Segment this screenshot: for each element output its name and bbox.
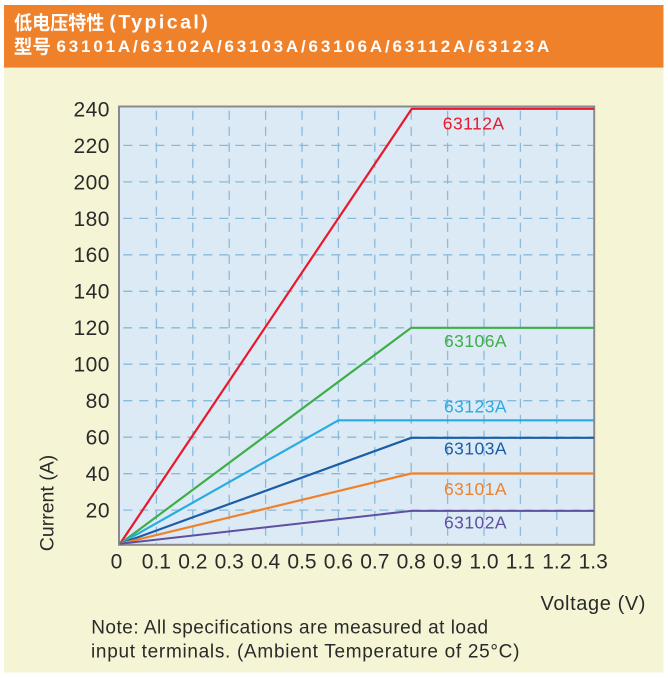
svg-text:1.1: 1.1 <box>506 551 535 574</box>
svg-text:63106A: 63106A <box>444 331 507 351</box>
svg-text:0.2: 0.2 <box>178 551 207 574</box>
svg-text:120: 120 <box>73 317 110 340</box>
svg-text:140: 140 <box>73 281 110 304</box>
svg-text:(Typical): (Typical) <box>109 12 210 34</box>
svg-text:100: 100 <box>73 354 110 377</box>
svg-text:input terminals. (Ambient Temp: input terminals. (Ambient Temperature of… <box>91 641 520 662</box>
svg-text:80: 80 <box>86 390 110 413</box>
svg-text:0.7: 0.7 <box>360 551 389 574</box>
svg-text:Voltage (V): Voltage (V) <box>541 593 647 615</box>
svg-text:63102A: 63102A <box>444 513 507 533</box>
svg-text:1.3: 1.3 <box>579 551 608 574</box>
svg-text:0.1: 0.1 <box>142 551 171 574</box>
svg-text:160: 160 <box>73 244 110 267</box>
svg-text:0.9: 0.9 <box>433 551 462 574</box>
svg-text:200: 200 <box>73 171 110 194</box>
svg-text:63101A: 63101A <box>444 479 507 499</box>
svg-text:40: 40 <box>86 463 110 486</box>
svg-text:1.2: 1.2 <box>542 551 571 574</box>
svg-text:0.5: 0.5 <box>287 551 316 574</box>
svg-text:60: 60 <box>86 427 110 450</box>
svg-text:0.3: 0.3 <box>215 551 244 574</box>
svg-text:0: 0 <box>111 551 123 574</box>
svg-text:Current (A): Current (A) <box>37 455 59 551</box>
svg-text:0.8: 0.8 <box>397 551 426 574</box>
svg-text:1.0: 1.0 <box>469 551 498 574</box>
svg-text:180: 180 <box>73 208 110 231</box>
svg-text:220: 220 <box>73 135 110 158</box>
svg-text:20: 20 <box>86 500 110 523</box>
svg-text:Note: All specifications are m: Note: All specifications are measured at… <box>91 618 488 639</box>
svg-text:0.6: 0.6 <box>324 551 353 574</box>
svg-text:63103A: 63103A <box>444 438 507 458</box>
svg-text:240: 240 <box>73 98 110 121</box>
svg-text:63112A: 63112A <box>443 114 505 134</box>
svg-text:63101A/63102A/63103A/63106A/63: 63101A/63102A/63103A/63106A/63112A/63123… <box>57 37 553 56</box>
svg-text:63123A: 63123A <box>444 397 507 417</box>
svg-text:0.4: 0.4 <box>251 551 281 574</box>
